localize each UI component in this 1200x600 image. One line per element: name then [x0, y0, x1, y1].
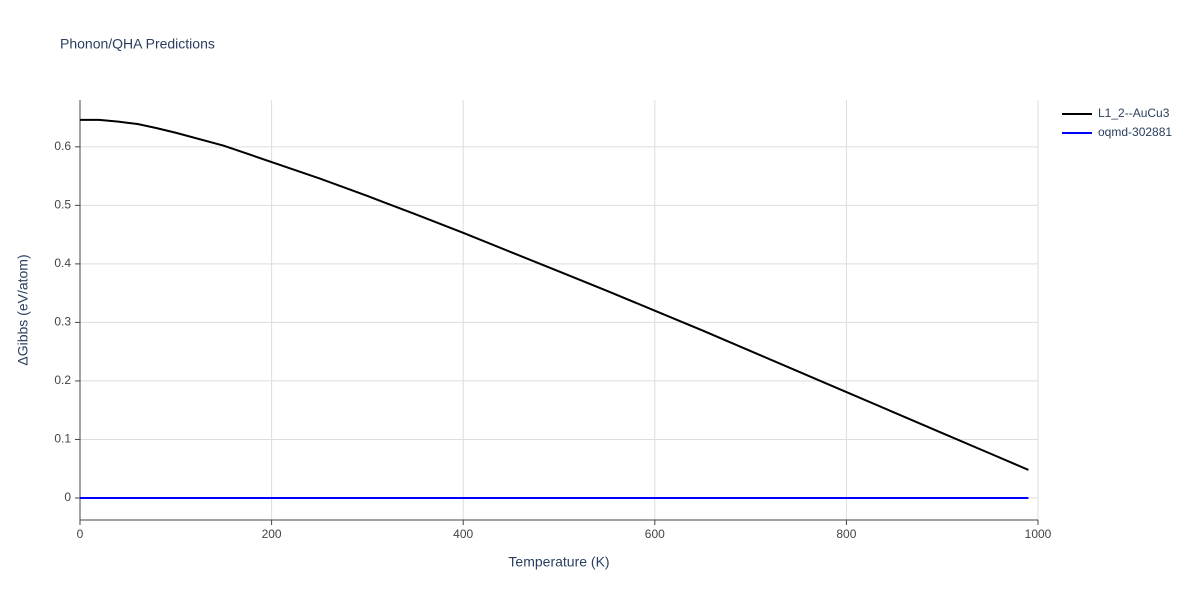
y-tick-label: 0: [64, 490, 71, 504]
y-tick-label: 0.2: [54, 373, 71, 387]
legend-label: oqmd-302881: [1098, 125, 1172, 139]
x-tick-label: 1000: [1025, 527, 1052, 541]
x-tick-label: 0: [77, 527, 84, 541]
y-axis-title: ΔGibbs (eV/atom): [15, 254, 31, 365]
legend-label: L1_2--AuCu3: [1098, 106, 1170, 120]
x-axis-title: Temperature (K): [508, 554, 609, 570]
y-tick-label: 0.6: [54, 139, 71, 153]
y-tick-label: 0.1: [54, 432, 71, 446]
y-tick-label: 0.4: [54, 256, 71, 270]
x-tick-label: 200: [262, 527, 282, 541]
chart-title: Phonon/QHA Predictions: [60, 36, 215, 52]
y-tick-label: 0.5: [54, 198, 71, 212]
x-tick-label: 400: [453, 527, 473, 541]
y-tick-label: 0.3: [54, 315, 71, 329]
series-line: [80, 118, 1029, 471]
x-tick-label: 800: [836, 527, 856, 541]
x-tick-label: 600: [645, 527, 665, 541]
